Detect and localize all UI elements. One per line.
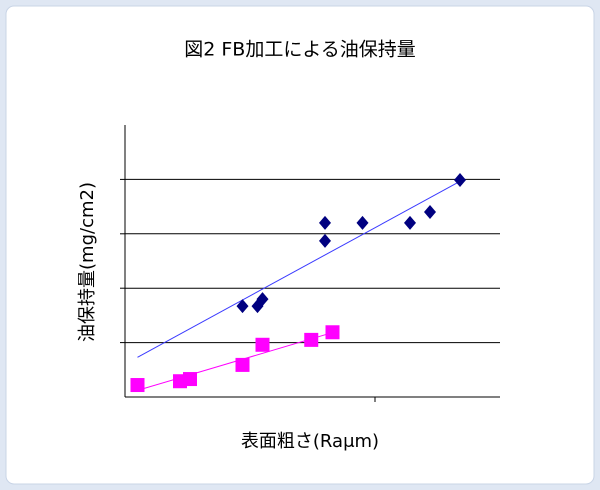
trend-line (137, 332, 333, 391)
point (404, 215, 416, 230)
y-axis-label: 油保持量(mg/cm2) (77, 182, 98, 342)
chart-frame (5, 5, 595, 485)
point (183, 372, 197, 387)
point (255, 337, 270, 352)
trend-line (137, 180, 461, 358)
point (454, 172, 466, 187)
chart-title: 図2 FB加工による油保持量 (184, 39, 416, 61)
point (325, 325, 340, 340)
point (424, 205, 436, 220)
point (319, 233, 331, 248)
x-axis-label: 表面粗さ(Raμm) (241, 431, 379, 452)
point (235, 357, 250, 372)
point (130, 378, 145, 393)
point (236, 299, 249, 314)
point (304, 332, 319, 347)
point (356, 215, 369, 230)
point (256, 292, 269, 307)
point (319, 215, 331, 230)
